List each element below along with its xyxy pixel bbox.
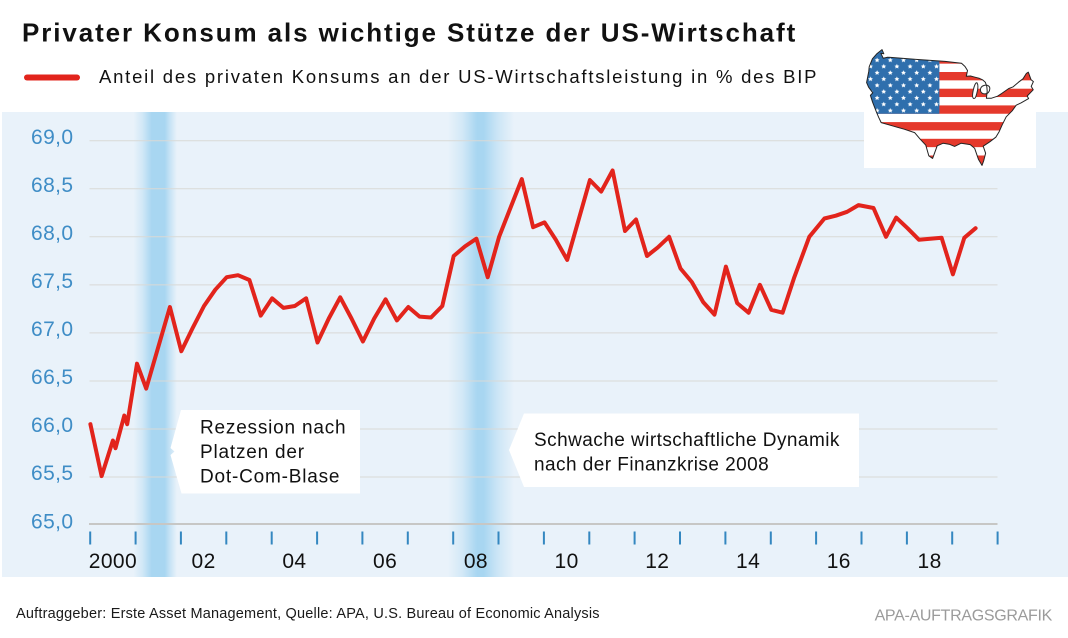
svg-text:65,0: 65,0 [31, 510, 73, 533]
svg-text:08: 08 [464, 550, 488, 573]
svg-text:16: 16 [827, 550, 851, 573]
svg-text:68,5: 68,5 [31, 174, 73, 197]
svg-text:65,5: 65,5 [31, 462, 73, 485]
svg-text:Anteil des privaten Konsums an: Anteil des privaten Konsums an der US-Wi… [99, 66, 818, 87]
svg-text:Rezession nach: Rezession nach [200, 418, 346, 439]
svg-text:67,5: 67,5 [31, 270, 73, 293]
svg-text:Dot-Com-Blase: Dot-Com-Blase [200, 467, 340, 488]
svg-text:06: 06 [373, 550, 397, 573]
svg-text:2000: 2000 [89, 550, 137, 573]
svg-text:Privater Konsum als wichtige S: Privater Konsum als wichtige Stütze der … [22, 18, 797, 48]
svg-text:10: 10 [555, 550, 579, 573]
svg-text:69,0: 69,0 [31, 126, 73, 149]
svg-text:04: 04 [282, 550, 306, 573]
svg-text:Schwache wirtschaftliche Dynam: Schwache wirtschaftliche Dynamik [534, 430, 840, 451]
svg-text:18: 18 [918, 550, 942, 573]
svg-text:66,0: 66,0 [31, 414, 73, 437]
svg-text:Auftraggeber: Erste Asset Mana: Auftraggeber: Erste Asset Management, Qu… [16, 606, 600, 622]
svg-text:14: 14 [736, 550, 760, 573]
svg-text:nach der Finanzkrise 2008: nach der Finanzkrise 2008 [534, 455, 769, 476]
svg-text:68,0: 68,0 [31, 222, 73, 245]
svg-text:Platzen der: Platzen der [200, 442, 305, 463]
svg-text:12: 12 [645, 550, 669, 573]
svg-text:02: 02 [192, 550, 216, 573]
svg-text:APA-AUFTRAGSGRAFIK: APA-AUFTRAGSGRAFIK [875, 608, 1053, 625]
svg-text:67,0: 67,0 [31, 318, 73, 341]
svg-text:66,5: 66,5 [31, 366, 73, 389]
